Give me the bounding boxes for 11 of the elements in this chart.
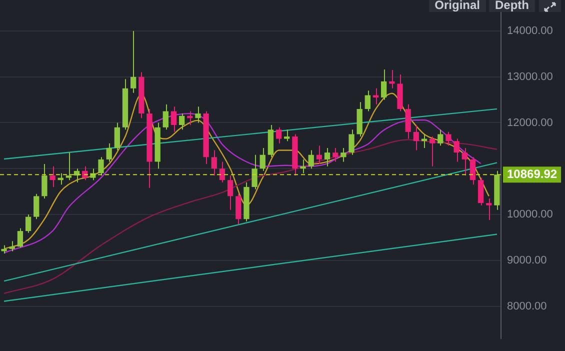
- y-tick-label: 12000.00: [507, 116, 553, 129]
- y-tick-label: 13000.00: [507, 70, 553, 83]
- y-tick-label: 8000.00: [507, 300, 547, 312]
- ref-line-label: 10869.92: [507, 166, 558, 181]
- y-tick-label: 10000.00: [507, 208, 553, 221]
- y-tick-label: 9000.00: [507, 254, 547, 266]
- candlestick: [446, 131, 452, 146]
- text: Original: [428, 0, 486, 12]
- text: Depth: [489, 0, 535, 12]
- y-tick-label: 14000.00: [507, 24, 553, 37]
- line-series: [3, 139, 498, 294]
